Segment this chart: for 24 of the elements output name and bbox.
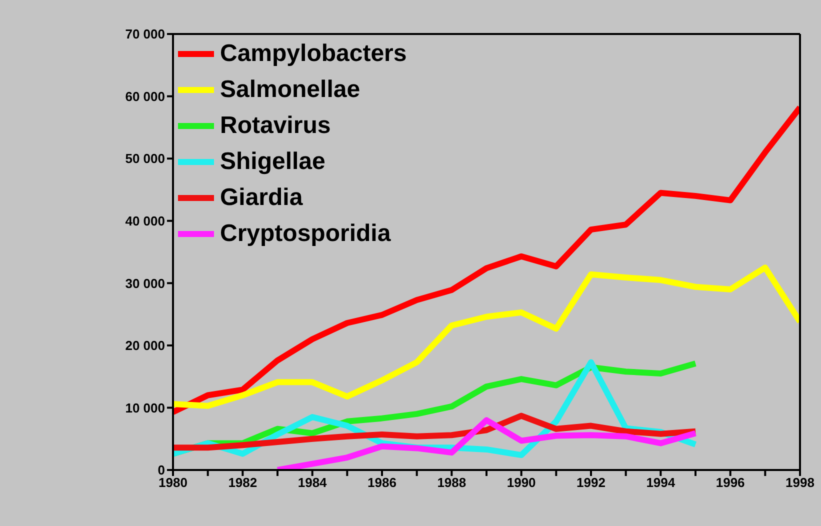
y-tick-label: 40 000 — [125, 213, 165, 228]
legend-label: Giardia — [220, 183, 303, 213]
y-tick-label: 20 000 — [125, 338, 165, 354]
y-tick-label: 70 000 — [125, 26, 165, 42]
x-tick-label: 1982 — [228, 475, 258, 490]
y-tick-label: 60 000 — [125, 88, 165, 104]
y-tick-label: 0 — [158, 462, 165, 478]
y-tick-label: 10 000 — [125, 400, 165, 416]
x-tick-label: 1990 — [506, 475, 536, 490]
x-tick-label: 1988 — [437, 475, 466, 490]
x-tick-label: 1992 — [576, 475, 606, 490]
x-tick-label: 1980 — [158, 475, 188, 490]
x-tick-label: 1984 — [298, 475, 328, 490]
legend-label: Rotavirus — [220, 111, 331, 141]
x-tick-label: 1994 — [646, 475, 676, 490]
x-tick-label: 1998 — [786, 475, 814, 490]
y-tick-label: 50 000 — [125, 151, 165, 166]
x-tick-label: 1996 — [716, 475, 745, 490]
y-tick-label: 30 000 — [125, 276, 165, 291]
legend-label: Salmonellae — [220, 75, 360, 105]
legend-label: Shigellae — [220, 147, 326, 177]
legend-label: Cryptosporidia — [220, 219, 391, 249]
x-tick-label: 1986 — [368, 475, 396, 490]
legend-label: Campylobacters — [220, 39, 407, 69]
